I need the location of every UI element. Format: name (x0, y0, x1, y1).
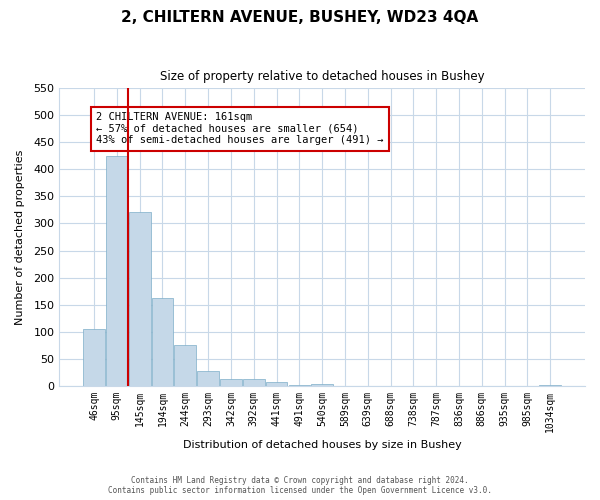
Bar (539, 384, 561, 386)
Bar (220, 378, 242, 386)
Title: Size of property relative to detached houses in Bushey: Size of property relative to detached ho… (160, 70, 484, 83)
Bar (266, 382, 287, 386)
Y-axis label: Number of detached properties: Number of detached properties (15, 150, 25, 324)
Bar (197, 371, 219, 386)
Bar (106, 156, 128, 386)
X-axis label: Distribution of detached houses by size in Bushey: Distribution of detached houses by size … (183, 440, 461, 450)
Text: 2 CHILTERN AVENUE: 161sqm
← 57% of detached houses are smaller (654)
43% of semi: 2 CHILTERN AVENUE: 161sqm ← 57% of detac… (96, 112, 383, 146)
Bar (311, 384, 333, 386)
Bar (243, 378, 265, 386)
Bar (129, 212, 151, 386)
Text: Contains HM Land Registry data © Crown copyright and database right 2024.
Contai: Contains HM Land Registry data © Crown c… (108, 476, 492, 495)
Bar (175, 345, 196, 386)
Bar (289, 384, 310, 386)
Text: 2, CHILTERN AVENUE, BUSHEY, WD23 4QA: 2, CHILTERN AVENUE, BUSHEY, WD23 4QA (121, 10, 479, 25)
Bar (152, 298, 173, 386)
Bar (83, 329, 105, 386)
